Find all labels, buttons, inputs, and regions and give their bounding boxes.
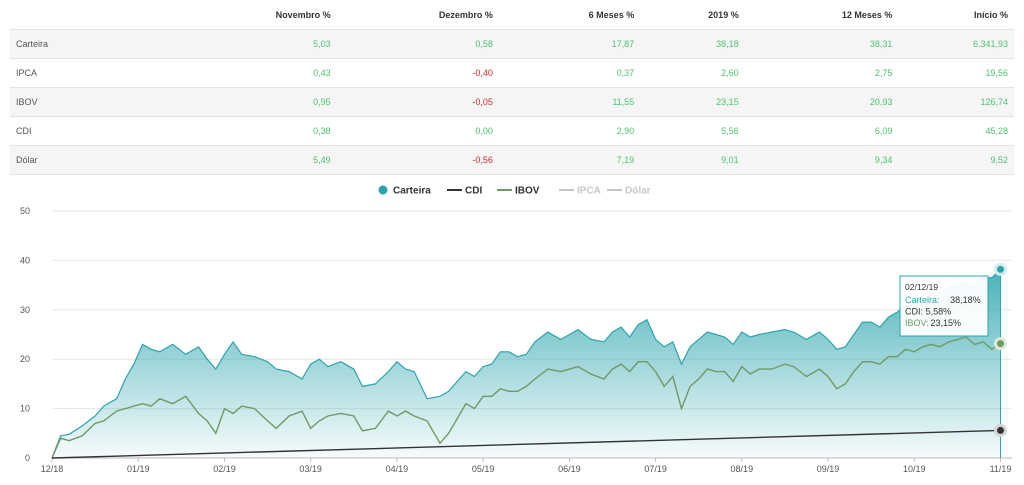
tooltip-box: [899, 275, 989, 337]
x-tick-label: 09/19: [817, 464, 840, 474]
table-cell: 6.341,93: [898, 29, 1014, 59]
x-tick-label: 11/19: [990, 464, 1012, 474]
chart-tooltip: 02/12/19 Carteira: 38,18% CDI: 5,58%IBOV: 23,…: [899, 275, 989, 337]
table-cell: 7,19: [498, 145, 641, 175]
row-label: IPCA: [10, 58, 172, 88]
x-tick-label: 08/19: [731, 464, 754, 474]
y-tick-label: 30: [20, 305, 30, 315]
legend-item[interactable]: Carteira: [393, 186, 431, 197]
table-cell: 0,37: [498, 58, 641, 88]
table-cell: 45,28: [898, 116, 1014, 146]
row-label: IBOV: [10, 87, 172, 117]
table-cell: 0,38: [172, 116, 337, 146]
table-cell: 5,56: [640, 116, 745, 146]
header-cell[interactable]: 6 Meses %: [588, 9, 635, 20]
chart-legend: Carteira CDI IBOV IPCA Dólar: [378, 185, 651, 197]
header-cell[interactable]: Início %: [973, 9, 1008, 20]
x-tick-label: 10/19: [903, 464, 926, 474]
table-row: IPCA 0,43 -0,40 0,37 2,60 2,75 19,56: [10, 58, 1014, 88]
carteira-area: [52, 269, 1001, 458]
header-cell: [10, 0, 172, 30]
tooltip-label: IBOV:: [905, 318, 929, 328]
performance-chart: 0 10 20 30 40 50 12/18 01/19 02/19 03/19 04/19 05/1…: [20, 185, 1012, 474]
table-row: IBOV 0,95 -0,05 11,55 23,15 20,93 126,74: [10, 87, 1014, 117]
table-cell: 5,03: [172, 29, 337, 59]
table-cell: 17,87: [498, 29, 641, 59]
x-tick-label: 06/19: [558, 464, 581, 474]
table-cell: 0,58: [336, 29, 499, 59]
table-cell: 2,75: [744, 58, 899, 88]
table-cell: -0,05: [336, 87, 499, 117]
table-cell: 38,18: [640, 29, 745, 59]
legend-item[interactable]: CDI: [465, 186, 482, 197]
table-cell: 9,34: [744, 145, 899, 175]
tooltip-label: CDI:: [905, 307, 923, 317]
y-tick-label: 50: [20, 206, 30, 216]
tooltip-value: 5,58%: [926, 307, 952, 317]
tooltip-date: 02/12/19: [905, 282, 938, 292]
header-cell[interactable]: Novembro %: [275, 9, 331, 20]
header-cell[interactable]: Dezembro %: [438, 9, 493, 20]
row-label: Dólar: [10, 145, 172, 175]
x-tick-label: 03/19: [299, 464, 322, 474]
x-tick-label: 07/19: [644, 464, 667, 474]
cdi-line: [51, 429, 1001, 459]
table-row: CDI 0,38 0,00 2,90 5,56 6,09 45,28: [10, 116, 1014, 146]
table-cell: 0,00: [336, 116, 499, 146]
ibov-point: [994, 337, 1007, 351]
table-header-row: Novembro % Dezembro % 6 Meses % 2019 % 1…: [10, 0, 1014, 30]
legend-item[interactable]: Dólar: [625, 186, 651, 197]
y-tick-label: 20: [20, 354, 30, 364]
x-tick-label: 04/19: [386, 464, 409, 474]
x-tick-label: 02/19: [213, 464, 236, 474]
chart-marks: [51, 262, 1007, 459]
y-tick-label: 40: [20, 255, 30, 265]
legend-symbol: [378, 185, 388, 195]
table-cell: -0,40: [336, 58, 499, 88]
header-cell[interactable]: 2019 %: [708, 9, 739, 20]
y-tick-label: 0: [25, 453, 30, 463]
table-cell: 2,60: [640, 58, 745, 88]
legend-item[interactable]: IPCA: [577, 186, 601, 197]
carteira-line: [51, 268, 1001, 459]
legend-item[interactable]: IBOV: [515, 186, 540, 197]
row-label: CDI: [10, 116, 172, 146]
x-tick-label: 12/18: [41, 464, 64, 474]
x-tick-label: 05/19: [472, 464, 495, 474]
table-cell: 6,09: [744, 116, 899, 146]
table-cell: 2,90: [498, 116, 641, 146]
table-cell: 23,15: [640, 87, 745, 117]
table-row: Dólar 5,49 -0,56 7,19 9,01 9,34 9,52: [10, 145, 1014, 175]
y-tick-label: 10: [20, 404, 30, 414]
table-row: Carteira 5,03 0,58 17,87 38,18 38,31 6.341,93: [10, 29, 1014, 59]
table-cell: 11,55: [498, 87, 641, 117]
ibov-line: [51, 336, 1001, 459]
x-tick-label: 01/19: [127, 464, 150, 474]
tooltip-value: 23,15%: [931, 318, 962, 328]
table-cell: 20,93: [744, 87, 899, 117]
table-cell: 9,01: [640, 145, 745, 175]
table-cell: 38,31: [744, 29, 899, 59]
header-cell[interactable]: 12 Meses %: [841, 9, 893, 20]
performance-table: Novembro % Dezembro % 6 Meses % 2019 % 1…: [10, 0, 1014, 175]
tooltip-label: Carteira:: [905, 295, 940, 305]
tooltip-value: 38,18%: [950, 295, 981, 305]
table-cell: -0,56: [336, 145, 499, 175]
table-cell: 5,49: [172, 145, 337, 175]
table-cell: 19,56: [898, 58, 1014, 88]
row-label: Carteira: [10, 29, 172, 59]
table-cell: 9,52: [898, 145, 1014, 175]
table-cell: 126,74: [898, 87, 1014, 117]
carteira-point: [994, 262, 1007, 276]
table-cell: 0,43: [172, 58, 337, 88]
cdi-point: [994, 423, 1007, 437]
table-cell: 0,95: [172, 87, 337, 117]
